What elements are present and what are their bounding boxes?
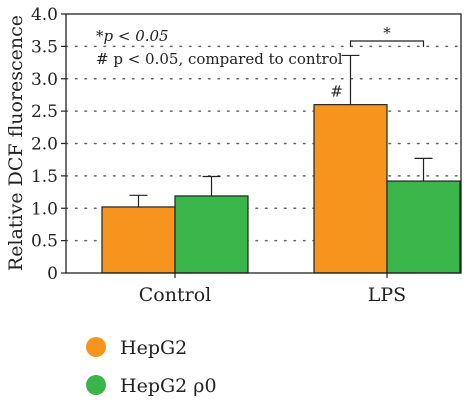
legend: HepG2 HepG2 ρ0 (86, 337, 217, 397)
legend-label-hepg2: HepG2 (120, 337, 187, 359)
bar-control-series-1 (174, 195, 249, 274)
y-tick-label: 2.5 (31, 102, 58, 122)
y-tick-label: 1.0 (31, 199, 58, 219)
legend-swatch-hepg2-rho0 (86, 375, 106, 395)
note-compared-to-control: # p < 0.05, compared to control (96, 50, 343, 68)
y-tick-label: 0.5 (31, 232, 58, 252)
legend-swatch-hepg2 (86, 337, 106, 357)
y-tick-label: 3.5 (31, 37, 58, 57)
bar-lps-series-1 (386, 180, 461, 274)
y-axis-ticks: 0 0.5 1.0 1.5 2.0 2.5 3.0 3.5 4.0 (31, 5, 66, 284)
y-tick-label: 4.0 (31, 5, 58, 25)
x-category-label: Control (139, 284, 211, 306)
bars (101, 104, 461, 274)
significance-bracket (349, 40, 425, 47)
y-tick-label: 2.0 (31, 135, 58, 155)
y-tick-label: 3.0 (31, 70, 58, 90)
plot-frame (65, 13, 462, 274)
bar-control-series-0 (101, 206, 176, 274)
hash-marker: # (330, 83, 343, 101)
x-axis-categories: Control LPS (139, 273, 406, 306)
error-bars (129, 54, 433, 207)
note-significance: *p < 0.05 (96, 27, 169, 45)
legend-label-hepg2-rho0: HepG2 ρ0 (120, 375, 217, 397)
bar-lps-series-0 (313, 104, 388, 274)
significance-star: * (383, 24, 391, 42)
y-tick-label: 0 (47, 264, 58, 284)
y-axis-label: Relative DCF fluorescence (5, 15, 27, 271)
y-tick-label: 1.5 (31, 167, 58, 187)
x-category-label: LPS (368, 284, 406, 306)
